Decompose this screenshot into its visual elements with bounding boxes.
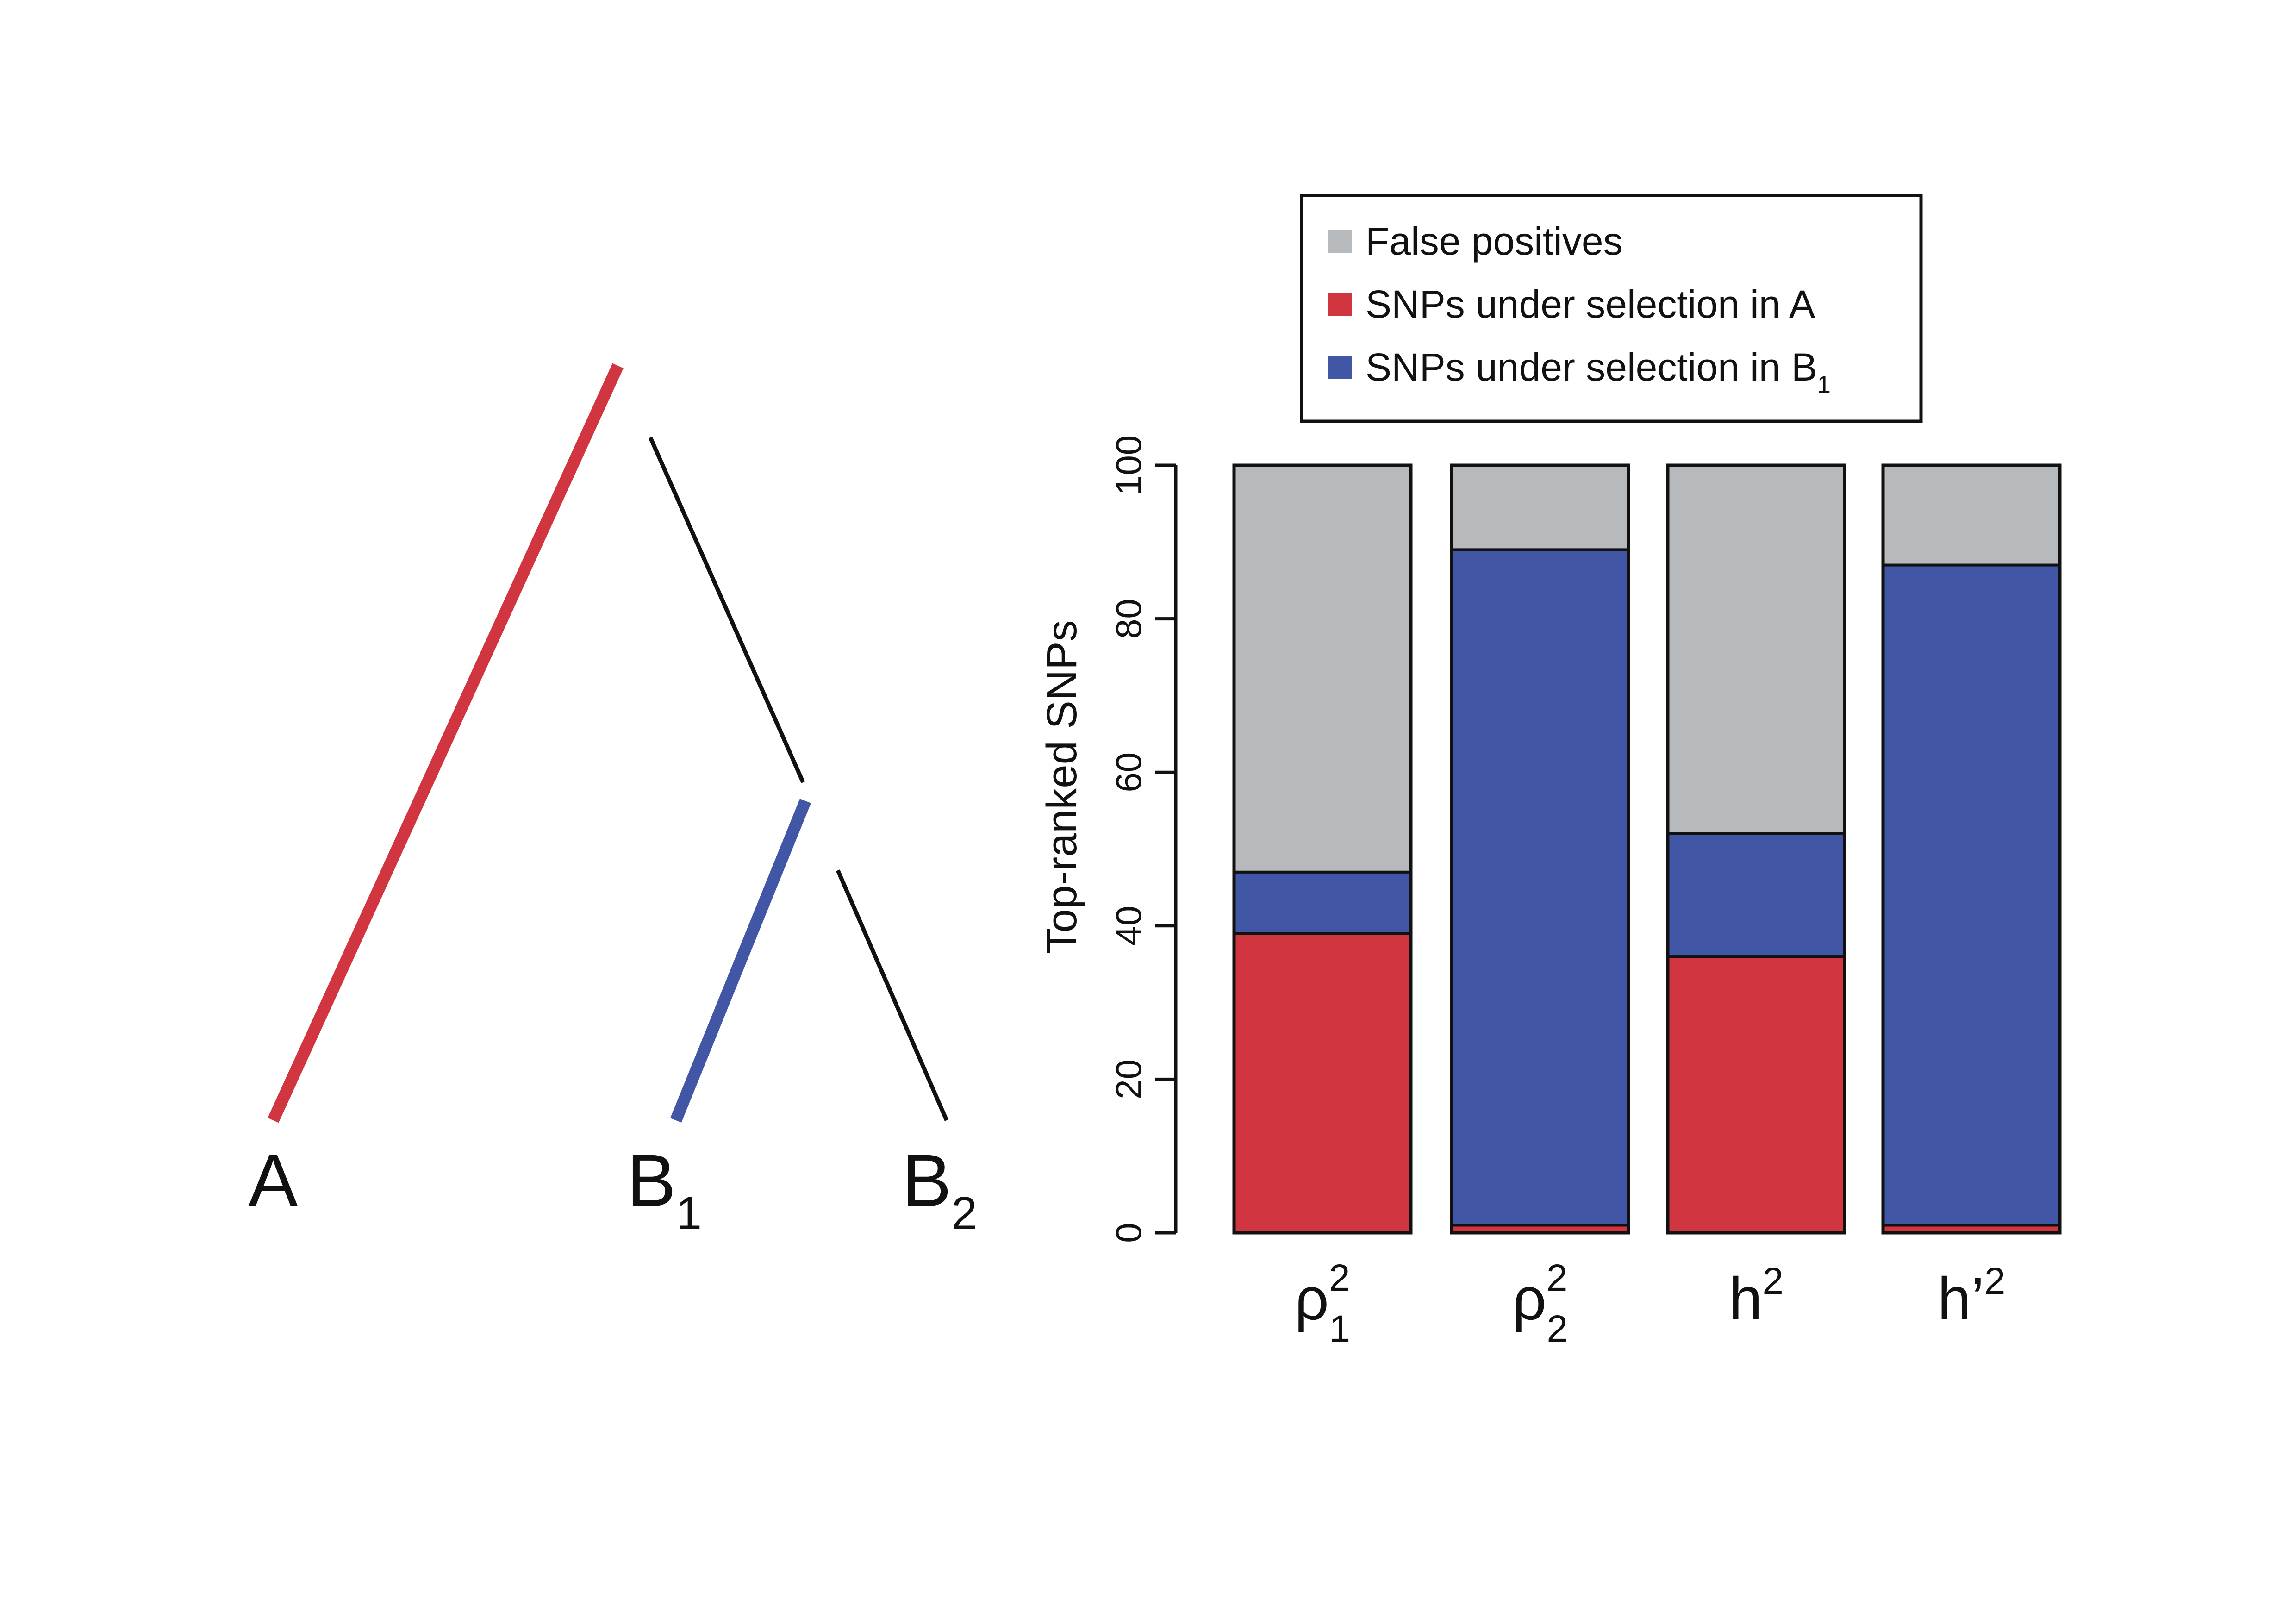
bar-outline <box>1232 463 1413 1235</box>
y-tick-label: 100 <box>1108 435 1149 495</box>
legend-swatch <box>1328 356 1352 379</box>
bar-stack <box>1450 463 1630 1235</box>
legend-label: SNPs under selection in A <box>1366 282 1815 326</box>
stacked-bar-chart: False positives SNPs under selection in A… <box>1038 194 2062 1350</box>
bar-outline <box>1881 463 2062 1235</box>
branch-internal-lower <box>836 869 949 1121</box>
y-tick-label: 20 <box>1108 1059 1149 1099</box>
legend-swatch <box>1328 230 1352 253</box>
bar-segment <box>1666 955 1846 1235</box>
y-axis: 0 20 40 60 80 100 <box>1108 435 1178 1243</box>
branch-internal-upper <box>648 437 805 783</box>
bar-segment <box>1233 932 1412 1234</box>
x-tick-label: ρ2 1 <box>1295 1257 1350 1350</box>
bar-stack <box>1666 463 1846 1235</box>
branch-b1 <box>670 799 811 1123</box>
leaf-label-a: A <box>249 1139 298 1222</box>
x-axis-labels: ρ2 1 ρ2 2 h2 h’2 <box>1295 1257 2005 1350</box>
legend-label: SNPs under selection in B1 <box>1366 345 1831 398</box>
bars <box>1232 463 2062 1235</box>
bar-segment <box>1450 464 1630 551</box>
bar-segment <box>1233 870 1412 935</box>
legend-swatch <box>1328 293 1352 316</box>
bar-stack <box>1881 463 2062 1235</box>
x-tick-label: h’2 <box>1938 1260 2006 1332</box>
bar-outline <box>1666 463 1846 1235</box>
x-tick-label: h2 <box>1729 1260 1784 1332</box>
bar-segment <box>1882 464 2061 567</box>
bar-outline <box>1450 463 1630 1235</box>
leaf-label-b2: B2 <box>902 1139 977 1239</box>
leaf-label-b1: B1 <box>627 1139 702 1239</box>
legend-items: False positives SNPs under selection in A… <box>1328 219 1831 398</box>
phylogenetic-tree: A B1 B2 <box>249 363 977 1239</box>
y-tick-label: 80 <box>1108 599 1149 639</box>
y-tick-label: 60 <box>1108 752 1149 793</box>
y-tick-label: 40 <box>1108 906 1149 946</box>
bar-stack <box>1232 463 1413 1235</box>
x-tick-label: ρ2 2 <box>1512 1257 1568 1350</box>
bar-segment <box>1882 563 2061 1227</box>
bar-segment <box>1666 464 1846 835</box>
bar-segment <box>1233 464 1412 874</box>
bar-segment <box>1450 548 1630 1227</box>
branch-a <box>268 363 624 1123</box>
legend: False positives SNPs under selection in A… <box>1300 194 1923 423</box>
bar-segment <box>1666 832 1846 958</box>
legend-label: False positives <box>1366 219 1623 263</box>
y-tick-label: 0 <box>1108 1223 1149 1243</box>
y-axis-label: Top-ranked SNPs <box>1038 620 1085 954</box>
legend-box <box>1300 194 1923 423</box>
